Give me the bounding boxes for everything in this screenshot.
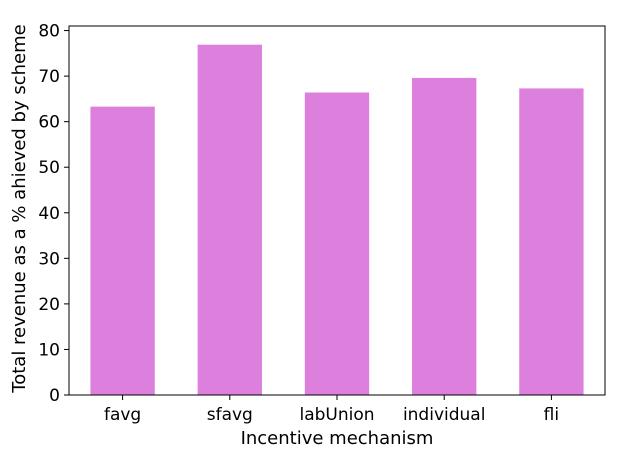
- y-tick-label: 0: [49, 386, 60, 406]
- y-axis-label: Total revenue as a % ahieved by scheme: [9, 24, 30, 393]
- x-tick-label: individual: [403, 405, 486, 425]
- bars-layer: [90, 44, 584, 396]
- x-tick-label: fli: [544, 405, 559, 425]
- y-tick-label: 20: [38, 295, 60, 315]
- y-tick-label: 50: [38, 158, 60, 178]
- plot-frame: [68, 25, 606, 396]
- y-tick-label: 70: [38, 67, 60, 87]
- y-tick-label: 80: [38, 22, 60, 42]
- x-axis-label: Incentive mechanism: [241, 428, 434, 449]
- bar-favg: [90, 106, 155, 395]
- y-axis: 0 10 20 30 40 50 60 70 80: [38, 22, 69, 406]
- x-tick-label: favg: [104, 405, 141, 425]
- bar-sfavg: [197, 44, 262, 396]
- y-tick-label: 40: [38, 204, 60, 224]
- x-tick-label: sfavg: [207, 405, 253, 425]
- y-tick-label: 30: [38, 249, 60, 269]
- y-tick-label: 60: [38, 113, 60, 133]
- bar-fli: [519, 88, 584, 396]
- x-tick-label: labUnion: [299, 405, 374, 425]
- bar-labUnion: [304, 92, 370, 395]
- x-axis: favg sfavg labUnion individual fli: [104, 395, 559, 425]
- y-tick-label: 10: [38, 340, 60, 360]
- bar-individual: [412, 77, 477, 395]
